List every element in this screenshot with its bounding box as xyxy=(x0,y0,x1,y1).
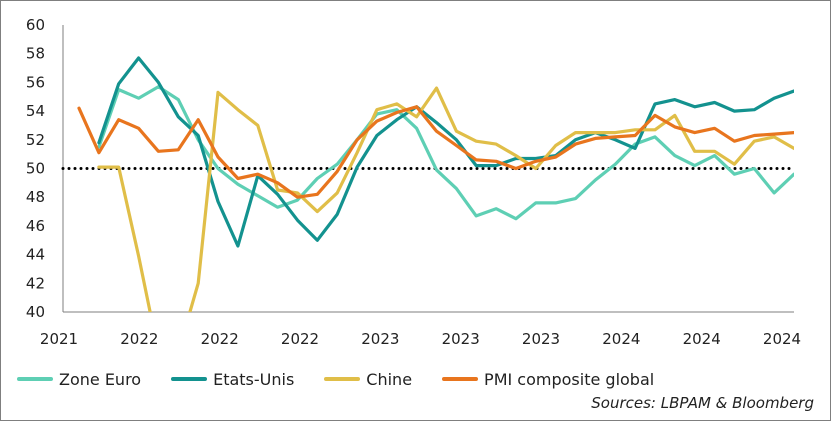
x-tick-label: 2022 xyxy=(120,330,158,348)
legend-swatch-zone-euro xyxy=(17,377,53,381)
y-tick-label: 42 xyxy=(26,274,45,292)
y-tick-label: 58 xyxy=(26,45,45,63)
y-tick-label: 50 xyxy=(26,160,45,178)
legend-label-pmi-global: PMI composite global xyxy=(484,369,655,389)
x-tick-label: 2022 xyxy=(281,330,319,348)
legend-swatch-pmi-global xyxy=(442,377,479,381)
legend: Zone Euro Etats-Unis Chine PMI composite… xyxy=(17,367,684,391)
y-tick-label: 40 xyxy=(26,303,45,321)
y-tick-label: 56 xyxy=(26,73,45,91)
x-tick-label: 2024 xyxy=(602,330,640,348)
legend-item-etats-unis: Etats-Unis xyxy=(171,370,294,389)
legend-swatch-chine xyxy=(324,377,361,381)
series-line-zone-euro xyxy=(97,85,794,221)
x-tick-label: 2024 xyxy=(763,330,801,348)
y-tick-label: 52 xyxy=(26,131,45,149)
legend-label-zone-euro: Zone Euro xyxy=(59,369,142,389)
y-tick-label: 46 xyxy=(26,217,45,235)
y-tick-label: 60 xyxy=(26,16,45,34)
series-line-chine xyxy=(97,86,794,312)
x-tick-label: 2023 xyxy=(522,330,560,348)
y-axis: 40 42 44 46 48 50 52 54 56 58 60 xyxy=(26,16,64,321)
x-axis: 2021 2022 2022 2022 2023 2023 2023 2024 2024 2024 xyxy=(40,311,801,348)
x-tick-label: 2024 xyxy=(683,330,721,348)
legend-swatch-etats-unis xyxy=(171,377,208,381)
legend-item-zone-euro: Zone Euro xyxy=(17,370,141,389)
x-tick-label: 2023 xyxy=(361,330,399,348)
legend-label-etats-unis: Etats-Unis xyxy=(213,369,295,389)
source-note: Sources: LBPAM & Bloomberg xyxy=(591,394,814,412)
legend-item-pmi-global: PMI composite global xyxy=(442,370,654,389)
series-line-pmi-composite-global xyxy=(77,105,794,199)
y-tick-label: 54 xyxy=(26,102,45,120)
x-tick-label: 2021 xyxy=(40,330,78,348)
y-tick-label: 48 xyxy=(26,188,45,206)
legend-label-chine: Chine xyxy=(366,369,413,389)
legend-item-chine: Chine xyxy=(324,370,412,389)
x-tick-label: 2023 xyxy=(442,330,480,348)
y-tick-label: 44 xyxy=(26,246,45,264)
series-lines xyxy=(77,56,794,312)
x-tick-label: 2022 xyxy=(201,330,239,348)
series-line-etats-unis xyxy=(97,56,794,248)
